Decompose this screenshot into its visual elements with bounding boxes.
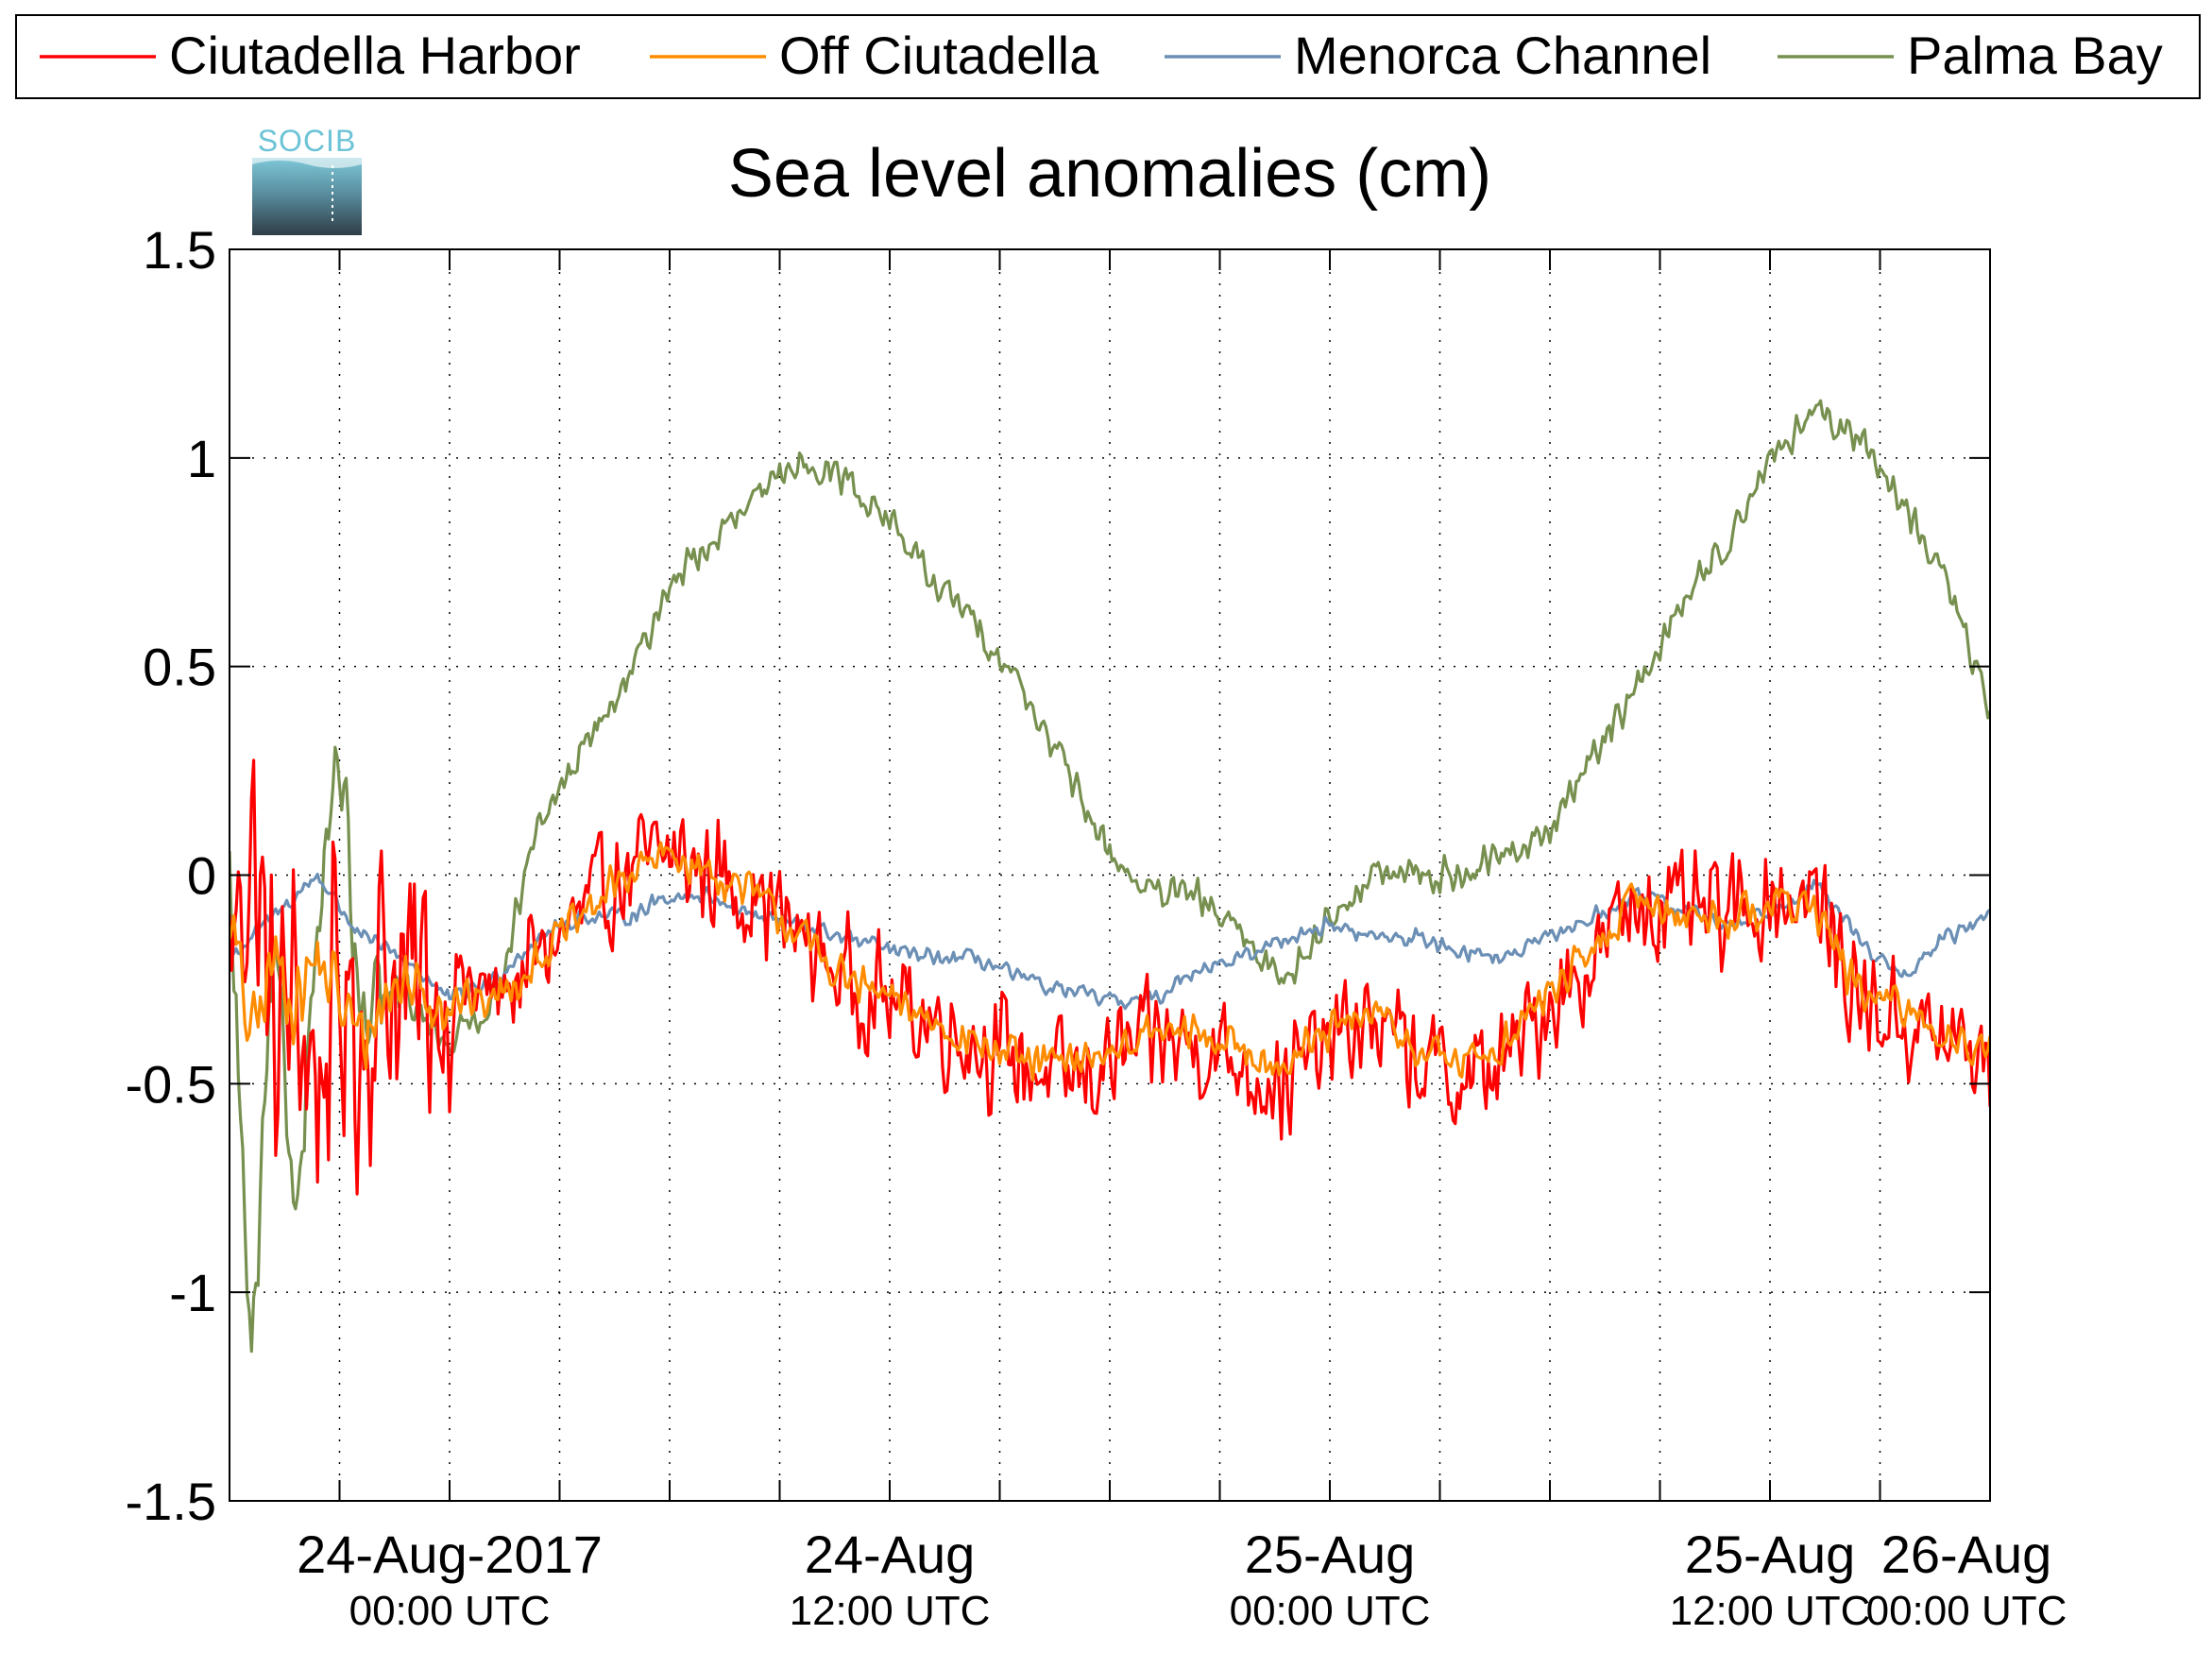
- y-tick-label: 1.5: [143, 220, 216, 280]
- series-line-palma-bay: [230, 399, 1990, 1354]
- series-line-off-ciutadella: [230, 841, 1990, 1081]
- legend-item-ciutadella-harbor: Ciutadella Harbor: [40, 26, 581, 85]
- axis-ticks: [229, 248, 1991, 1502]
- x-tick-label-time: 00:00 UTC: [1230, 1588, 1431, 1634]
- legend-label-menorca-channel: Menorca Channel: [1294, 26, 1711, 85]
- x-tick-label-time: 00:00 UTC: [1866, 1588, 2067, 1634]
- y-tick-label: 0.5: [143, 638, 216, 697]
- socib-logo-text: SOCIB: [258, 124, 357, 158]
- legend-item-menorca-channel: Menorca Channel: [1165, 26, 1711, 85]
- legend-label-off-ciutadella: Off Ciutadella: [779, 26, 1099, 85]
- socib-logo-graphic: [252, 158, 362, 235]
- x-tick-label-time: 00:00 UTC: [349, 1588, 551, 1634]
- chart-title: Sea level anomalies (cm): [728, 136, 1491, 212]
- x-tick-label-date: 24-Aug: [805, 1524, 976, 1584]
- socib-logo: SOCIB: [252, 124, 362, 235]
- legend-label-palma-bay: Palma Bay: [1907, 26, 2163, 85]
- series-line-menorca-channel: [230, 873, 1990, 1011]
- x-tick-label-date: 25-Aug: [1245, 1524, 1416, 1584]
- legend-label-ciutadella-harbor: Ciutadella Harbor: [169, 26, 581, 85]
- legend-item-palma-bay: Palma Bay: [1778, 26, 2163, 85]
- y-tick-label: -1: [169, 1263, 216, 1322]
- legend-item-off-ciutadella: Off Ciutadella: [650, 26, 1099, 85]
- y-tick-label: -1.5: [126, 1472, 217, 1531]
- x-tick-label-date: 26-Aug: [1881, 1524, 2052, 1584]
- y-tick-label: 0: [187, 846, 216, 906]
- y-tick-label: 1: [187, 429, 216, 488]
- x-tick-label-time: 12:00 UTC: [1670, 1588, 1871, 1634]
- y-tick-label: -0.5: [126, 1054, 217, 1114]
- x-tick-label-time: 12:00 UTC: [790, 1588, 991, 1634]
- y-axis-tick-labels: 1.5 1 0.5 0 -0.5 -1 -1.5: [126, 220, 217, 1531]
- socib-logo-wave: [252, 158, 362, 168]
- x-tick-label-date: 24-Aug-2017: [297, 1524, 603, 1584]
- grid: [230, 249, 1990, 1501]
- x-tick-label-date: 25-Aug: [1685, 1524, 1856, 1584]
- series-layer: [230, 399, 1990, 1354]
- legend: Ciutadella Harbor Off Ciutadella Menorca…: [15, 14, 2201, 99]
